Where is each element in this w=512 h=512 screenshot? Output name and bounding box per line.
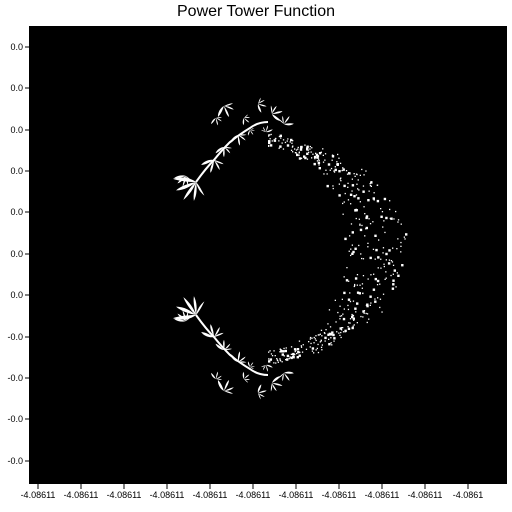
x-axis: -4.08611 -4.08611 -4.08611 -4.08611 -4.0… <box>21 484 484 500</box>
y-tick-label: 0.0 <box>10 166 23 176</box>
x-tick-label: -4.08611 <box>21 490 56 500</box>
y-tick-label: -0.0 <box>7 332 23 342</box>
y-tick-label: 0.0 <box>10 83 23 93</box>
x-tick-label: -4.08611 <box>236 490 271 500</box>
x-tick-label: -4.08611 <box>279 490 314 500</box>
y-tick-label: -0.0 <box>7 373 23 383</box>
x-tick-label: -4.08611 <box>107 490 142 500</box>
plot-area <box>30 26 507 483</box>
y-tick-label: -0.0 <box>7 456 23 466</box>
y-tick-label: 0.0 <box>10 290 23 300</box>
x-tick-label: -4.08611 <box>322 490 357 500</box>
fractal-set <box>173 97 408 401</box>
y-tick-label: -0.0 <box>7 414 23 424</box>
y-tick-label: 0.0 <box>10 42 23 52</box>
chart-title: Power Tower Function <box>177 3 335 20</box>
x-tick-label: -4.08611 <box>64 490 99 500</box>
y-tick-label: 0.0 <box>10 249 23 259</box>
fractal-edge-dust <box>268 133 408 364</box>
y-axis: 0.0 0.0 0.0 0.0 0.0 0.0 0.0 -0.0 -0.0 -0… <box>7 42 30 466</box>
y-tick-label: 0.0 <box>10 207 23 217</box>
x-tick-label: -4.0861 <box>453 490 484 500</box>
x-tick-label: -4.08611 <box>150 490 185 500</box>
y-tick-label: 0.0 <box>10 125 23 135</box>
x-tick-label: -4.08611 <box>365 490 400 500</box>
x-tick-label: -4.08611 <box>193 490 228 500</box>
x-tick-label: -4.08611 <box>408 490 443 500</box>
